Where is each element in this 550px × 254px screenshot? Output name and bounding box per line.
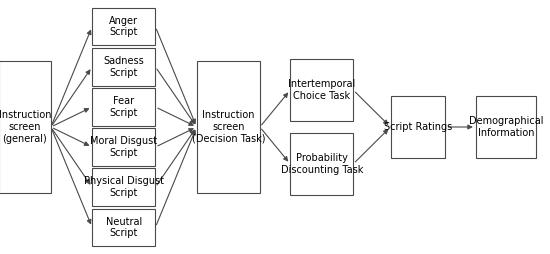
Text: Intertemporal
Choice Task: Intertemporal Choice Task	[288, 79, 355, 101]
FancyBboxPatch shape	[476, 96, 536, 158]
FancyBboxPatch shape	[92, 8, 156, 45]
Text: Anger
Script: Anger Script	[109, 16, 138, 38]
Text: Instruction
screen
(Decision Task): Instruction screen (Decision Task)	[191, 110, 265, 144]
FancyBboxPatch shape	[92, 209, 156, 246]
FancyBboxPatch shape	[92, 48, 156, 86]
FancyBboxPatch shape	[290, 59, 353, 121]
Text: Fear
Script: Fear Script	[109, 96, 138, 118]
FancyBboxPatch shape	[290, 133, 353, 195]
FancyBboxPatch shape	[197, 61, 260, 193]
Text: Demographical
Information: Demographical Information	[469, 116, 543, 138]
FancyBboxPatch shape	[92, 168, 156, 206]
FancyBboxPatch shape	[0, 61, 51, 193]
Text: Moral Disgust
Script: Moral Disgust Script	[90, 136, 157, 158]
Text: Script Ratings: Script Ratings	[384, 122, 452, 132]
Text: Physical Disgust
Script: Physical Disgust Script	[84, 176, 164, 198]
Text: Neutral
Script: Neutral Script	[106, 216, 142, 238]
Text: Probability
Discounting Task: Probability Discounting Task	[280, 153, 363, 175]
Text: Instruction
screen
(general): Instruction screen (general)	[0, 110, 51, 144]
Text: Sadness
Script: Sadness Script	[103, 56, 144, 78]
FancyBboxPatch shape	[390, 96, 446, 158]
FancyBboxPatch shape	[92, 88, 156, 126]
FancyBboxPatch shape	[92, 128, 156, 166]
